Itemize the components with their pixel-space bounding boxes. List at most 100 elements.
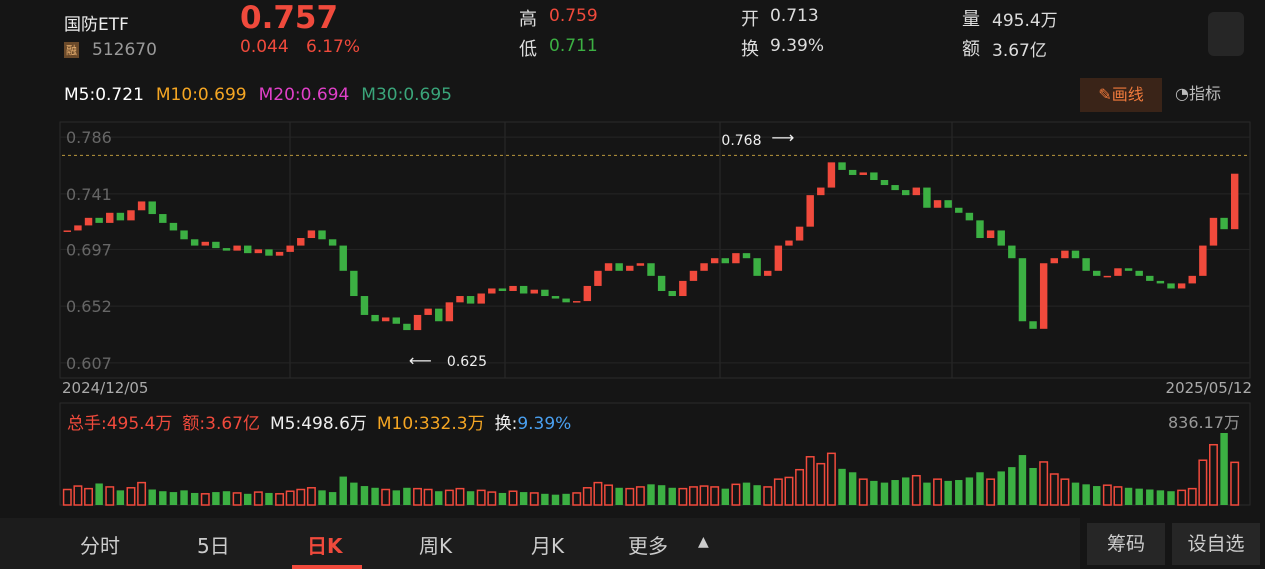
volume-bar [1230,461,1240,506]
volume-bar [1209,443,1218,506]
candle [74,225,82,231]
draw-text: 画线 [1111,85,1144,104]
volume-bar [455,487,465,506]
volume-bar [232,492,242,506]
high-annotation: 0.768 [721,133,761,149]
candle [689,270,698,281]
candle [604,263,613,271]
candle [201,241,209,246]
volume-bar [306,487,316,506]
candle [1018,258,1027,322]
candle [159,214,167,223]
draw-button[interactable]: ✎画线 [1080,78,1162,112]
candle [148,201,156,215]
candle [127,210,135,221]
volume-bar [328,492,337,505]
ma-item: M20:0.694 [258,85,350,105]
volume-bar [148,489,156,505]
tab[interactable]: 日K [307,534,343,558]
volume-bar [604,484,614,506]
volume-bar [1102,484,1112,506]
volume-bar [435,491,443,505]
volume-bar [265,492,273,505]
volume-bar [423,488,433,506]
candle [1146,275,1154,281]
candle [1177,283,1186,289]
volume-bar [870,480,878,505]
volume-bar [635,486,645,506]
volume-bar [688,486,698,506]
volume-bar [1177,489,1187,506]
candle [1167,283,1175,289]
candle [106,212,114,223]
volume-bar [159,491,167,505]
indicator-button[interactable]: ◔指标 [1175,84,1221,103]
tab[interactable]: 5日 [197,534,230,558]
volume-bar [1093,486,1101,505]
volume-bar [955,480,963,505]
candle [997,230,1005,246]
volume-bar [795,468,805,506]
candle [657,275,666,291]
volume-bar [519,492,528,505]
volume-bar [508,490,518,506]
candle [1188,275,1196,284]
open-label: 开 [741,9,759,30]
vol-m5: M5:498.6万 [270,414,367,434]
tab[interactable]: 周K [419,534,453,558]
candle [742,253,751,259]
tab[interactable]: 更多 [628,534,668,558]
candle [880,180,889,186]
watchlist-button[interactable]: 设自选 [1172,523,1260,565]
volume-bar [413,487,422,506]
volume-bar [880,482,889,505]
low-arrow: ⟵ [409,351,432,370]
tab[interactable]: 月K [531,534,565,558]
candle [116,212,125,221]
volume-bar [116,490,125,505]
volume-bar [84,487,93,506]
volume-bar [1008,467,1016,505]
high-arrow: ⟶ [771,128,794,147]
fund-name: 国防ETF [64,15,129,35]
volume-bar [126,487,136,506]
candle [1156,280,1165,284]
volume-bar [350,482,358,505]
volume-bar [466,491,475,505]
candle [551,296,560,299]
candle [1008,245,1016,259]
low-label: 低 [519,39,537,60]
candle [169,222,178,231]
candle [1093,270,1101,276]
volume-border [59,402,1251,506]
candle [827,162,836,188]
tab-underline [292,565,362,569]
volume-bar [582,487,592,506]
volume-bar [200,493,210,506]
price: 0.757 [240,0,339,36]
low-annotation: 0.625 [447,354,487,370]
volume-bar [805,456,815,506]
volume-bar [965,477,974,505]
candle [1135,270,1143,276]
volume-bar [222,491,231,505]
volume-bar [1029,467,1037,505]
volume-bar [976,472,984,505]
candle [530,289,538,294]
volume-bar [1167,491,1175,505]
volume-bar [710,486,720,506]
tab[interactable]: 分时 [80,534,120,558]
candle [456,296,464,303]
ma-item: M10:0.699 [155,85,247,105]
vol-amount: 额:3.67亿 [182,414,260,434]
volume-bar [1124,487,1133,505]
vol-m10: M10:332.3万 [376,414,485,434]
device-icon[interactable] [1208,12,1244,56]
chips-button[interactable]: 筹码 [1087,523,1165,565]
volume-bar [392,490,401,505]
candle [435,308,443,322]
volume-bar [1039,461,1049,506]
candle [498,288,507,291]
candle [254,249,263,254]
candle [328,239,337,246]
